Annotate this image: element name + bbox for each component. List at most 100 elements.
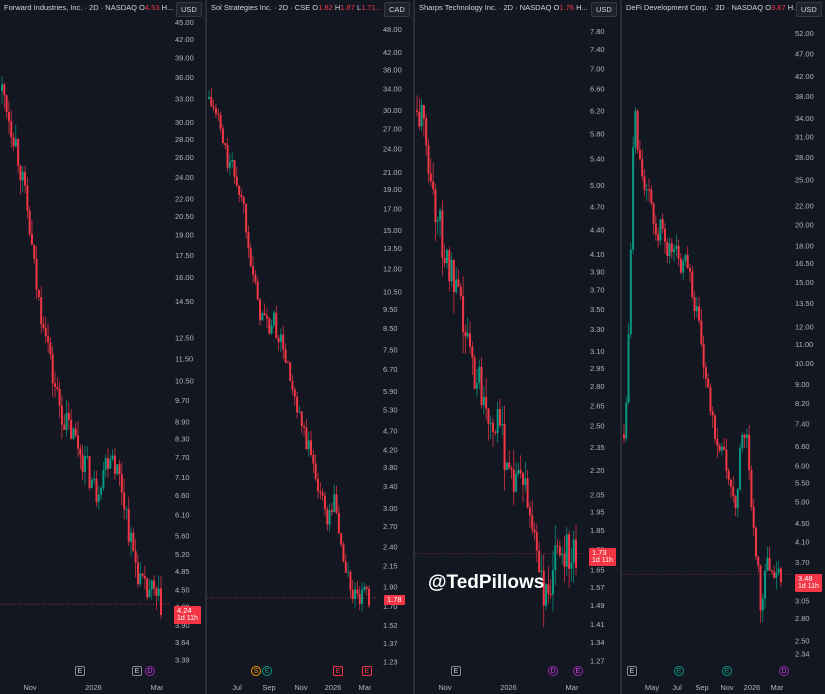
- x-tick-label: 2026: [500, 683, 517, 692]
- chart-header: Forward Industries, Inc. · 2D · NASDAQ O…: [4, 3, 173, 12]
- earnings-event-icon[interactable]: E: [333, 666, 343, 676]
- earnings-event-icon[interactable]: E: [627, 666, 637, 676]
- candle: [432, 162, 435, 195]
- candle: [643, 169, 646, 197]
- candle: [88, 455, 91, 491]
- candle: [340, 532, 343, 548]
- y-tick-label: 1.95: [590, 508, 605, 517]
- y-tick-label: 1.70: [383, 602, 398, 611]
- y-tick-label: 5.20: [175, 550, 190, 559]
- candle: [648, 178, 651, 202]
- candle: [464, 324, 467, 354]
- candle: [354, 582, 357, 608]
- y-tick-label: 5.50: [795, 479, 810, 488]
- candle: [72, 426, 75, 440]
- y-tick-label: 7.40: [590, 45, 605, 54]
- dividend-event-icon[interactable]: D: [145, 666, 155, 676]
- currency-badge[interactable]: CAD: [384, 2, 410, 17]
- currency-badge[interactable]: USD: [796, 2, 822, 17]
- earnings-event-icon[interactable]: E: [262, 666, 272, 676]
- currency-badge[interactable]: USD: [591, 2, 617, 17]
- candle: [307, 431, 310, 457]
- dividend-event-icon[interactable]: D: [779, 666, 789, 676]
- earnings-event-icon[interactable]: E: [362, 666, 372, 676]
- candle: [275, 305, 278, 339]
- y-tick-label: 4.50: [175, 586, 190, 595]
- y-tick-label: 19.00: [175, 231, 194, 240]
- candle: [365, 585, 368, 596]
- candle: [238, 185, 241, 202]
- earnings-event-icon[interactable]: E: [674, 666, 684, 676]
- y-tick-label: 3.80: [383, 463, 398, 472]
- y-tick-label: 1.27: [590, 656, 605, 665]
- candle: [482, 385, 485, 415]
- candle: [679, 253, 682, 275]
- candle: [210, 87, 213, 107]
- candle: [19, 164, 22, 195]
- candle: [293, 386, 296, 406]
- earnings-event-icon[interactable]: E: [132, 666, 142, 676]
- earnings-event-icon[interactable]: E: [451, 666, 461, 676]
- y-tick-label: 2.95: [590, 364, 605, 373]
- candle: [277, 334, 280, 351]
- y-tick-label: 25.00: [795, 176, 814, 185]
- y-tick-label: 5.00: [590, 181, 605, 190]
- chart-panel-sol-strategies[interactable]: Sol Strategies Inc. · 2D · CSE O1.82 H1.…: [207, 0, 413, 694]
- candle: [344, 554, 347, 573]
- candlestick-chart[interactable]: 7.80 7.40 7.00 6.60 6.20 5.80 5.40 5.00 4.70 4.40…: [415, 0, 620, 694]
- candle: [422, 104, 425, 138]
- y-tick-label: 15.00: [383, 226, 402, 235]
- y-tick-label: 3.70: [795, 558, 810, 567]
- candle: [766, 546, 769, 572]
- earnings-event-icon[interactable]: E: [75, 666, 85, 676]
- earnings-event-icon[interactable]: E: [573, 666, 583, 676]
- y-tick-label: 1.41: [590, 620, 605, 629]
- countdown: 1d 11h: [177, 615, 198, 622]
- currency-badge[interactable]: USD: [176, 2, 202, 17]
- y-tick-label: 42.00: [795, 72, 814, 81]
- candle: [723, 437, 726, 451]
- candle: [503, 405, 506, 491]
- dividend-event-icon[interactable]: D: [548, 666, 558, 676]
- x-tick-label: Mar: [566, 683, 579, 692]
- candle: [748, 425, 751, 481]
- candle: [485, 378, 488, 420]
- candle: [729, 478, 732, 499]
- split-event-icon[interactable]: S: [251, 666, 261, 676]
- candle: [256, 277, 259, 301]
- candle: [49, 337, 52, 360]
- candle: [65, 399, 68, 437]
- y-tick-label: 6.20: [590, 106, 605, 115]
- earnings-event-icon[interactable]: E: [722, 666, 732, 676]
- candle: [638, 139, 641, 161]
- y-tick-label: 22.00: [795, 201, 814, 210]
- candle: [233, 159, 236, 184]
- candle: [54, 371, 56, 398]
- candlestick-chart[interactable]: 52.00 47.00 42.00 38.00 34.00 31.00 28.00 25.00…: [622, 0, 825, 694]
- candlestick-chart[interactable]: 48.00 42.00 38.00 34.00 30.00 27.00 24.00 21.00…: [207, 0, 413, 694]
- y-tick-label: 30.00: [383, 106, 402, 115]
- candle: [342, 541, 345, 563]
- candle: [70, 409, 73, 440]
- chart-panel-sharps-technology[interactable]: Sharps Technology Inc. · 2D · NASDAQ O1.…: [415, 0, 620, 694]
- candle: [214, 103, 217, 118]
- candle: [245, 203, 248, 239]
- chart-panel-defi-development[interactable]: DeFi Development Corp. · 2D · NASDAQ O3.…: [622, 0, 825, 694]
- candle: [535, 523, 538, 563]
- y-tick-label: 42.00: [383, 48, 402, 57]
- candle: [298, 405, 301, 413]
- y-tick-label: 8.90: [175, 417, 190, 426]
- y-tick-label: 22.00: [175, 194, 194, 203]
- candlestick-chart[interactable]: 45.00 42.00 39.00 36.00 33.00 30.00 28.00 26.00…: [0, 0, 205, 694]
- y-tick-label: 4.40: [590, 225, 605, 234]
- candle: [7, 100, 10, 135]
- candle: [95, 470, 98, 507]
- candle: [261, 310, 264, 321]
- candle: [330, 503, 333, 516]
- candle: [310, 430, 313, 457]
- candle: [284, 343, 287, 364]
- chart-panel-forward-industries[interactable]: Forward Industries, Inc. · 2D · NASDAQ O…: [0, 0, 205, 694]
- y-tick-label: 5.90: [383, 387, 398, 396]
- candle: [141, 572, 144, 579]
- ohlc-o-value: 1.76: [559, 3, 574, 12]
